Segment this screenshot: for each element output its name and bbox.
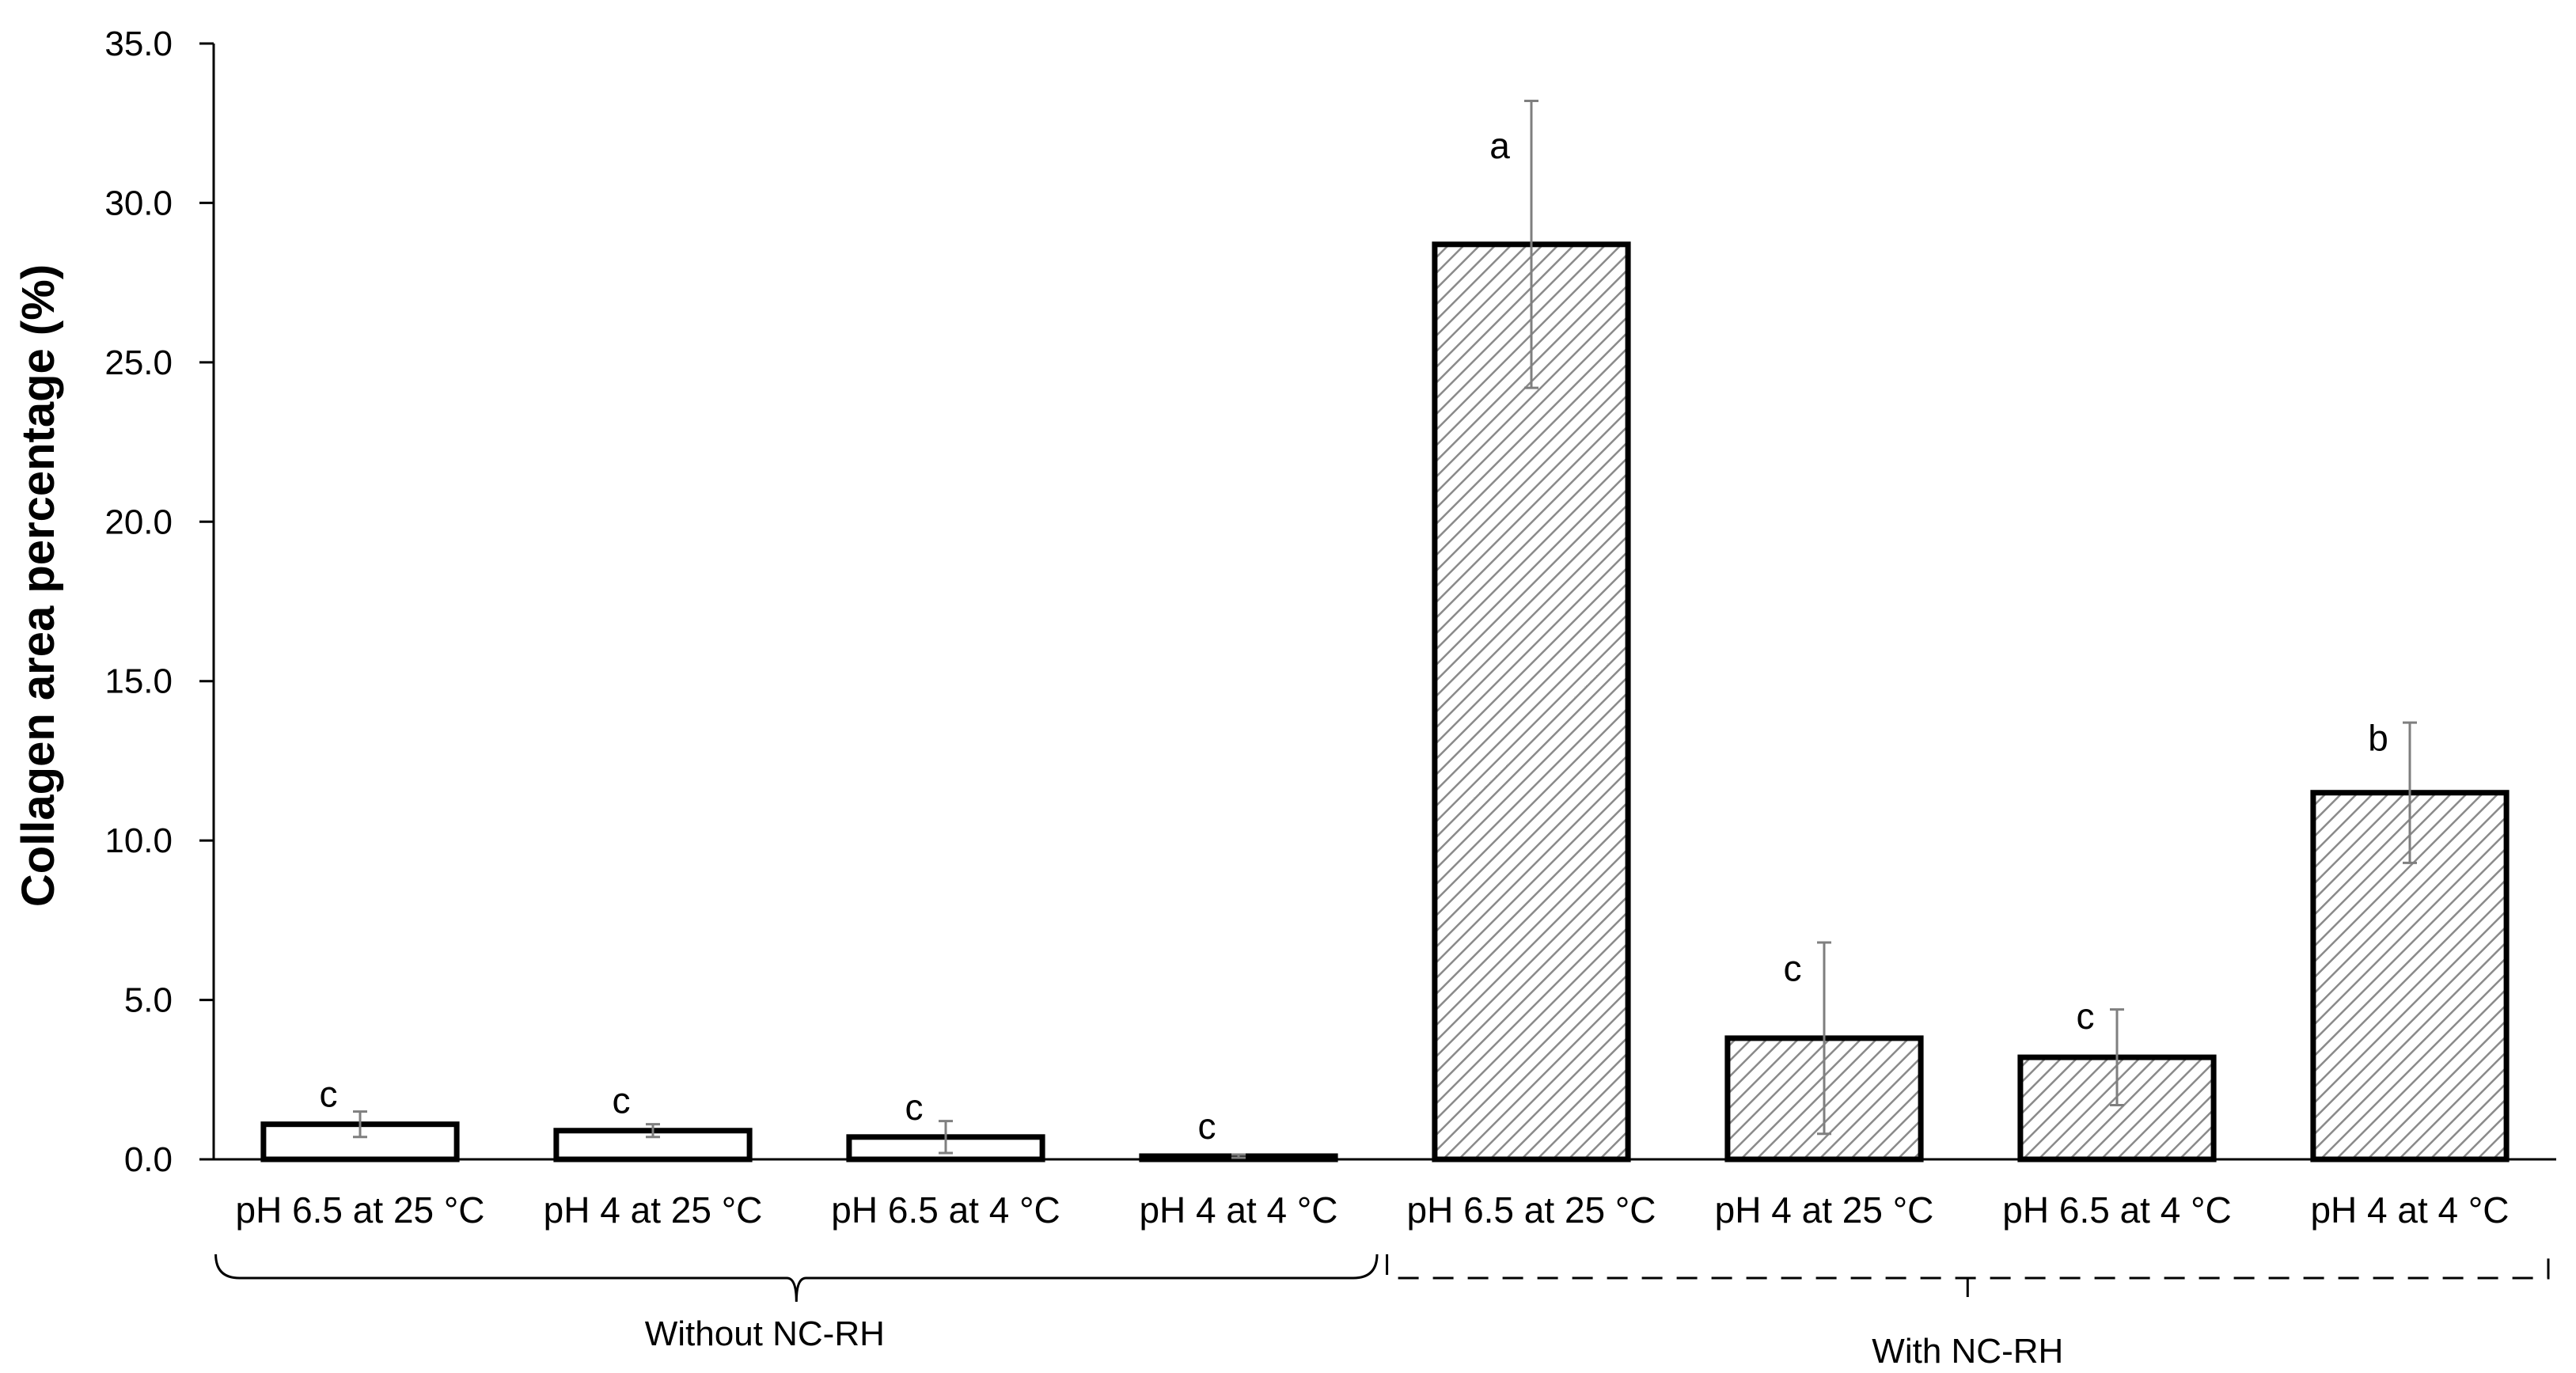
category-label: pH 6.5 at 4 °C <box>831 1189 1060 1231</box>
significance-label: c <box>1784 947 1802 988</box>
category-labels: pH 6.5 at 25 °C pH 4 at 25 °C pH 6.5 at 4 … <box>235 1189 2509 1231</box>
significance-label: c <box>2077 996 2095 1037</box>
bar <box>1432 241 1631 1162</box>
error-bars <box>353 100 2417 1159</box>
y-tick-label: 5.0 <box>124 981 173 1020</box>
significance-labels: c c c c a c c b <box>320 125 2388 1147</box>
y-axis: 0.0 5.0 10.0 15.0 20.0 25.0 30.0 35.0 <box>104 25 215 1179</box>
category-label: pH 4 at 4 °C <box>1139 1189 1337 1231</box>
significance-label: c <box>613 1080 631 1121</box>
group-bracket <box>1386 1254 2550 1280</box>
category-label: pH 4 at 4 °C <box>2310 1189 2509 1231</box>
category-label: pH 6.5 at 4 °C <box>2002 1189 2231 1231</box>
group-label: Without NC-RH <box>645 1314 885 1353</box>
y-tick-label: 10.0 <box>104 821 173 860</box>
category-label: pH 6.5 at 25 °C <box>235 1189 484 1231</box>
significance-label: c <box>320 1074 338 1115</box>
y-tick-label: 30.0 <box>104 184 173 222</box>
significance-label: b <box>2368 718 2388 759</box>
bars <box>260 241 2510 1162</box>
category-label: pH 4 at 25 °C <box>544 1189 763 1231</box>
y-tick-label: 20.0 <box>104 503 173 541</box>
y-tick-label: 35.0 <box>104 25 173 63</box>
y-tick-label: 25.0 <box>104 343 173 382</box>
group-bracket <box>214 1254 1379 1303</box>
y-tick-label: 0.0 <box>124 1140 173 1179</box>
y-axis-title: Collagen area percentage (%) <box>13 264 64 907</box>
significance-label: c <box>905 1087 924 1128</box>
group-brackets: Without NC-RH With NC-RH <box>214 1254 2550 1371</box>
category-label: pH 4 at 25 °C <box>1715 1189 1934 1231</box>
category-label: pH 6.5 at 25 °C <box>1406 1189 1656 1231</box>
y-tick-label: 15.0 <box>104 662 173 701</box>
significance-label: c <box>1198 1106 1216 1147</box>
significance-label: a <box>1489 125 1510 166</box>
group-label: With NC-RH <box>1872 1332 2063 1371</box>
